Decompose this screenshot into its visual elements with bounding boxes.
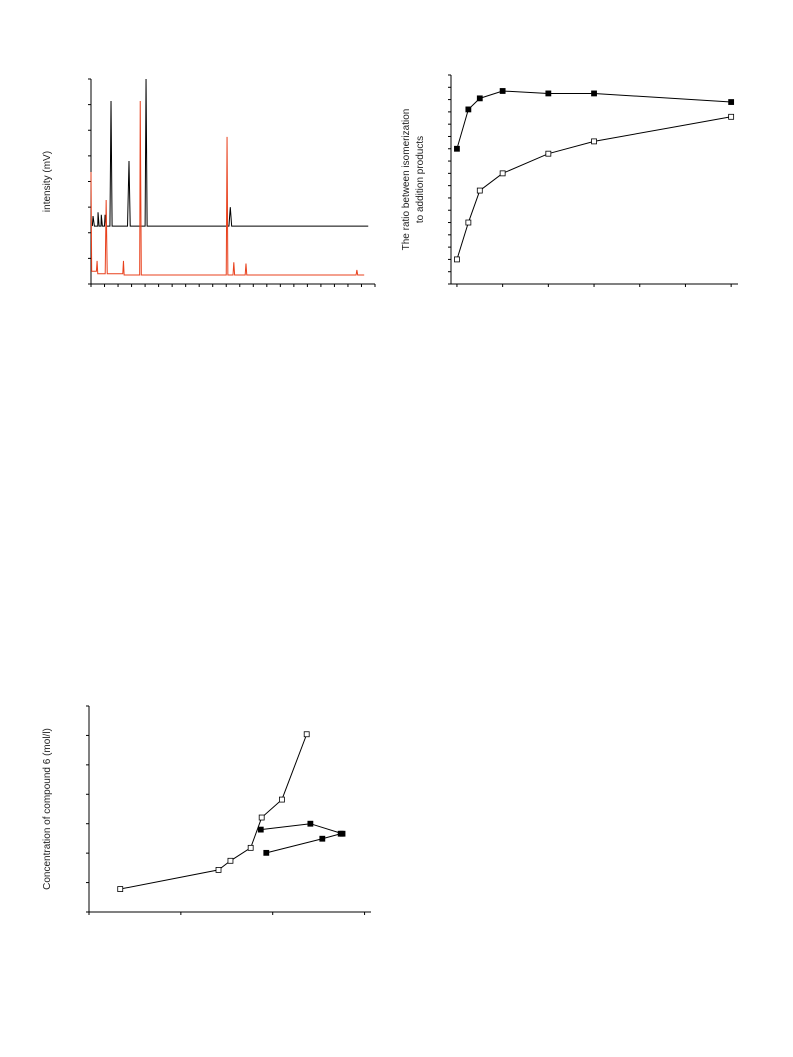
marker [247, 844, 254, 851]
marker [307, 820, 314, 827]
marker [303, 731, 310, 738]
marker [339, 830, 346, 837]
marker [476, 95, 483, 102]
marker [465, 219, 472, 226]
y-axis-label: Concentration of compound 6 (mol/l) [42, 728, 53, 890]
marker [454, 145, 460, 152]
marker [545, 90, 552, 97]
y-axis-label: intensity (mV) [42, 151, 53, 212]
series-line [120, 734, 308, 890]
series-line [260, 823, 343, 854]
marker [476, 187, 483, 194]
series-line [90, 101, 365, 276]
y-axis-label: to addition products [415, 136, 426, 223]
marker [591, 90, 597, 97]
marker [465, 106, 472, 113]
marker [258, 814, 265, 821]
marker [215, 867, 222, 873]
marker [499, 170, 506, 177]
chart: The ratio between isomerization to additi… [401, 74, 738, 287]
series-line [91, 78, 369, 227]
chart: intensity (mV) [42, 78, 376, 287]
marker [263, 849, 270, 856]
marker [728, 99, 735, 105]
marker [499, 88, 506, 94]
marker [319, 835, 326, 842]
marker [545, 150, 552, 157]
series-line [456, 116, 732, 260]
marker [227, 857, 234, 864]
marker [278, 796, 285, 803]
y-axis-label: The ratio between isomerization [401, 109, 412, 251]
marker [117, 886, 124, 892]
marker [454, 256, 460, 263]
chart: Concentration of compound 6 (mol/l) [42, 705, 371, 915]
marker [257, 826, 264, 833]
marker [591, 138, 597, 145]
marker [728, 113, 735, 120]
